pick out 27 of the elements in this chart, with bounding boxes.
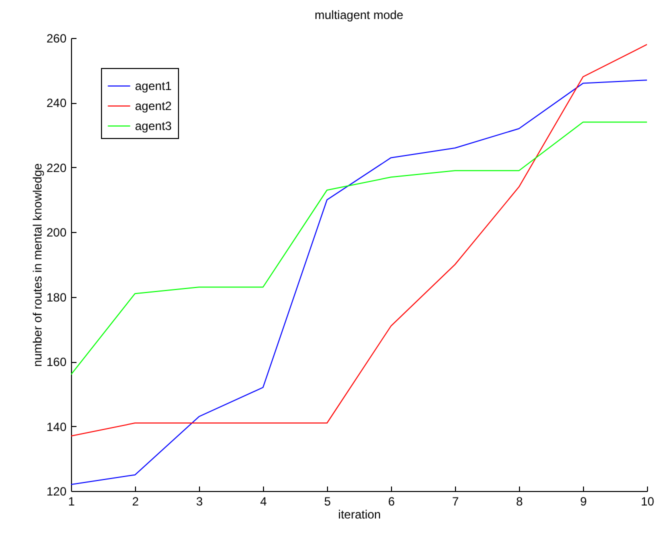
x-tick-label: 9 <box>580 494 588 508</box>
y-tick-label: 180 <box>46 290 67 304</box>
x-tick-label: 3 <box>196 494 204 508</box>
chart-title: multiagent mode <box>314 8 404 22</box>
y-tick-label: 220 <box>46 160 67 175</box>
x-tick-label: 5 <box>324 494 332 508</box>
legend-label: agent2 <box>135 99 172 113</box>
legend-label: agent1 <box>135 79 172 93</box>
x-tick-label: 6 <box>388 494 396 508</box>
x-tick-label: 4 <box>260 494 268 508</box>
y-tick-label: 240 <box>46 96 67 110</box>
y-tick-label: 260 <box>46 32 67 46</box>
x-tick-label: 8 <box>516 494 524 508</box>
line-series <box>71 122 647 376</box>
y-tick-label: 140 <box>46 420 67 434</box>
x-tick-label: 10 <box>640 494 654 508</box>
line-series <box>71 44 647 436</box>
y-axis-title: number of routes in mental knowledge <box>30 162 44 367</box>
x-tick-label: 7 <box>452 494 460 508</box>
x-tick-label: 1 <box>68 494 76 508</box>
y-tick-label: 200 <box>46 226 67 240</box>
y-tick-label: 160 <box>46 355 67 370</box>
y-tick-label: 120 <box>46 484 67 498</box>
legend-label: agent3 <box>135 119 172 133</box>
line-series <box>71 80 647 486</box>
x-axis-title: iteration <box>338 508 381 522</box>
x-tick-label: 2 <box>132 494 140 508</box>
